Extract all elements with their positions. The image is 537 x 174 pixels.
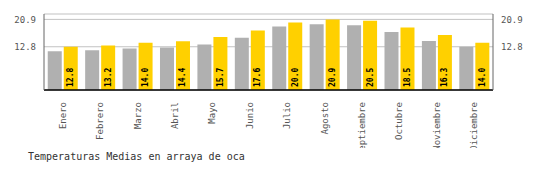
svg-text:Octubre: Octubre <box>394 102 404 140</box>
svg-text:17.6: 17.6 <box>253 68 262 87</box>
svg-text:Junio: Junio <box>245 102 255 129</box>
svg-text:Septiembre: Septiembre <box>357 102 367 148</box>
html-text:Temperaturas Medias en arraya: Temperaturas Medias en arraya de oca <box>28 151 245 162</box>
svg-text:Noviembre: Noviembre <box>432 102 442 148</box>
svg-text:13.2: 13.2 <box>104 68 113 87</box>
svg-text:12.8: 12.8 <box>501 42 523 52</box>
svg-text:Mayo: Mayo <box>207 102 217 124</box>
svg-text:12.8: 12.8 <box>14 42 36 52</box>
svg-text:14.4: 14.4 <box>178 68 187 87</box>
svg-text:15.7: 15.7 <box>216 68 225 87</box>
svg-text:Agosto: Agosto <box>320 102 330 135</box>
svg-text:Marzo: Marzo <box>133 102 143 129</box>
svg-text:14.0: 14.0 <box>141 68 150 87</box>
svg-text:14.0: 14.0 <box>478 68 487 87</box>
svg-text:18.5: 18.5 <box>403 68 412 87</box>
svg-text:16.3: 16.3 <box>440 68 449 87</box>
svg-text:Abril: Abril <box>170 102 180 129</box>
svg-text:Febrero: Febrero <box>95 102 105 140</box>
svg-text:20.9: 20.9 <box>14 15 36 25</box>
svg-text:Diciembre: Diciembre <box>469 102 479 148</box>
svg-text:12.8: 12.8 <box>66 68 75 87</box>
svg-text:Julio: Julio <box>282 102 292 129</box>
svg-text:20.5: 20.5 <box>366 68 375 87</box>
svg-text:20.9: 20.9 <box>501 15 523 25</box>
svg-text:20.9: 20.9 <box>328 68 337 87</box>
svg-text:20.0: 20.0 <box>291 68 300 87</box>
svg-text:Enero: Enero <box>58 102 68 129</box>
